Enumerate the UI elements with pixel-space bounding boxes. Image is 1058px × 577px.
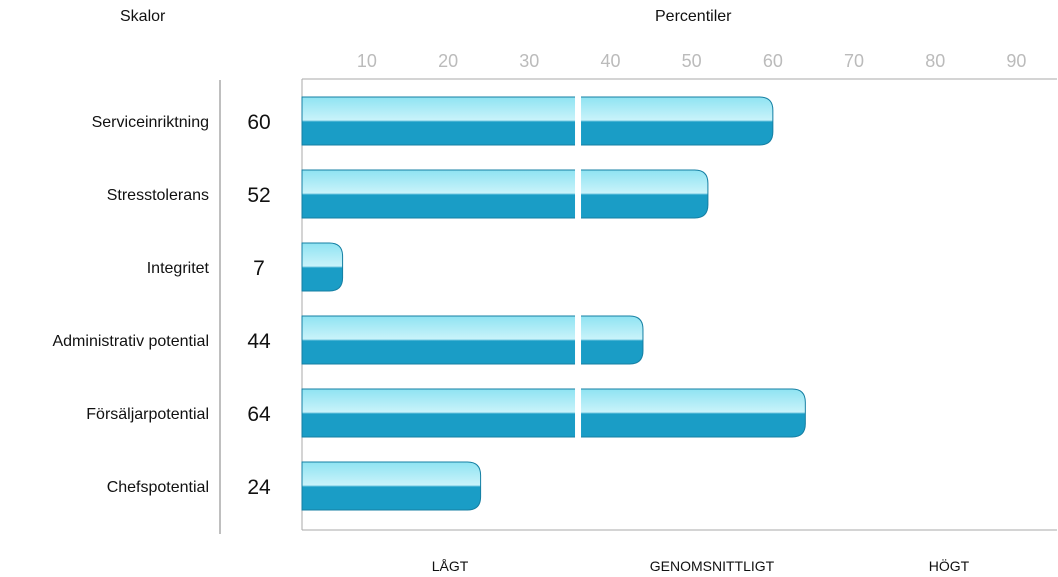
value-label-2: 7: [253, 257, 265, 280]
band-label-high: HÖGT: [928, 558, 970, 574]
band-label-low: LÅGT: [431, 558, 469, 574]
x-tick-label-30: 30: [519, 51, 539, 71]
x-tick-label-50: 50: [682, 51, 702, 71]
category-label-0: Serviceinriktning: [92, 114, 209, 131]
x-tick-label-40: 40: [600, 51, 620, 71]
x-tick-label-70: 70: [844, 51, 864, 71]
scales-header: Skalor: [120, 8, 166, 25]
x-tick-label-20: 20: [438, 51, 458, 71]
x-tick-label-80: 80: [925, 51, 945, 71]
x-tick-label-60: 60: [763, 51, 783, 71]
bar-2: [301, 242, 344, 292]
bar-band-divider-1: [575, 169, 582, 219]
category-label-4: Försäljarpotential: [86, 406, 209, 423]
value-label-0: 60: [247, 111, 270, 134]
x-tick-label-10: 10: [357, 51, 377, 71]
category-label-3: Administrativ potential: [52, 333, 209, 350]
bar-band-divider-3: [575, 315, 582, 365]
bar-band-divider-4: [575, 388, 582, 438]
value-label-5: 24: [247, 476, 271, 499]
value-label-4: 64: [247, 403, 271, 426]
band-label-average: GENOMSNITTLIGT: [649, 558, 775, 574]
category-label-1: Stresstolerans: [107, 187, 209, 204]
bar-0: [301, 96, 774, 146]
bar-5: [301, 461, 482, 511]
bar-band-divider-0: [575, 96, 582, 146]
bar-1: [301, 169, 709, 219]
bar-3: [301, 315, 644, 365]
category-label-2: Integritet: [147, 260, 210, 277]
percentiles-header: Percentiler: [655, 8, 732, 25]
x-tick-label-90: 90: [1006, 51, 1026, 71]
value-label-1: 52: [247, 184, 270, 207]
bar-4: [301, 388, 806, 438]
category-label-5: Chefspotential: [107, 479, 209, 496]
value-label-3: 44: [247, 330, 271, 353]
